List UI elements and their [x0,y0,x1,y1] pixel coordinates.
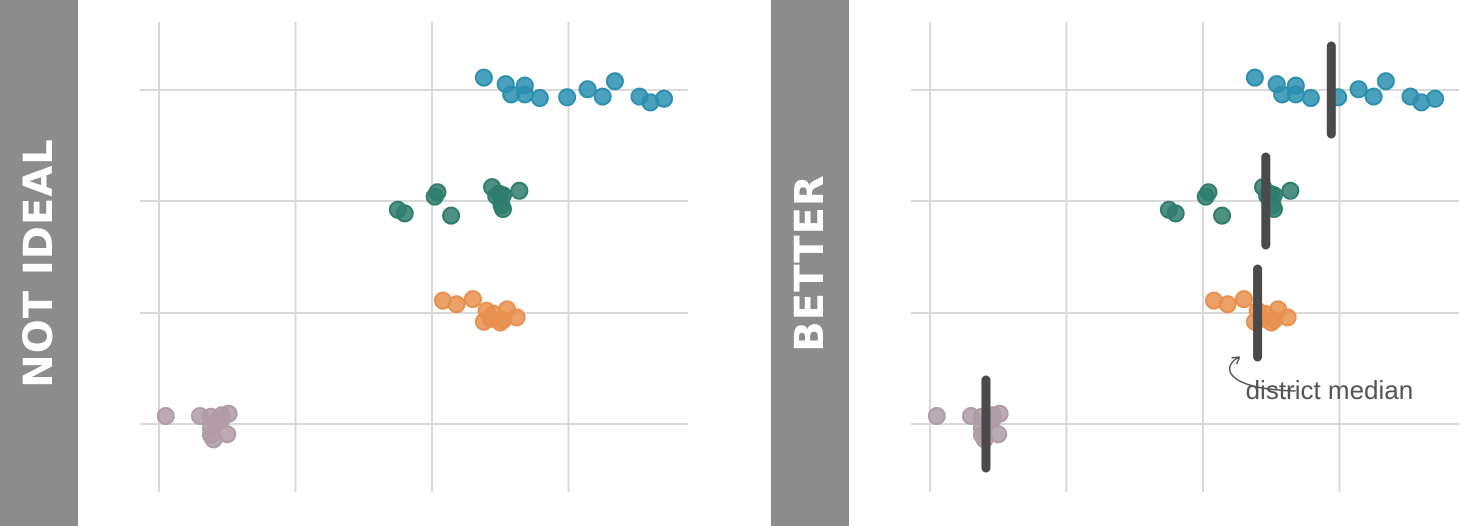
data-point [989,425,1008,444]
panel-label-better: BETTER [787,174,833,352]
data-point [515,76,534,95]
data-point [1166,204,1185,223]
data-point [395,204,414,223]
data-point [474,68,493,87]
data-point [1218,295,1237,314]
data-point [655,89,674,108]
data-point [605,72,624,91]
data-point [1364,87,1383,106]
data-point [1281,181,1300,200]
data-point [1199,183,1218,202]
data-point [1286,76,1305,95]
data-point [1234,290,1253,309]
data-point [1349,80,1368,99]
label-bar-not-ideal: NOT IDEAL [0,0,78,526]
data-point [593,87,612,106]
data-point [1426,89,1445,108]
data-point [428,183,447,202]
data-point [1245,68,1264,87]
panel-label-not-ideal: NOT IDEAL [16,138,62,388]
data-point [156,406,175,425]
data-point [558,88,577,107]
annotation-district-median: district median [1246,375,1414,405]
chart-better: district median [911,22,1459,492]
data-point [990,404,1009,423]
data-point [510,181,529,200]
data-point [927,406,946,425]
data-point [218,425,237,444]
data-point [578,80,597,99]
data-point [219,404,238,423]
data-point [1278,308,1297,327]
data-point [1376,72,1395,91]
data-point [1301,89,1320,108]
data-point [493,186,512,205]
data-point [507,308,526,327]
chart-not-ideal [140,22,688,492]
annotation-arrow [1229,356,1296,392]
data-point [530,89,549,108]
data-point [447,295,466,314]
label-bar-better: BETTER [771,0,849,526]
data-point [442,206,461,225]
annotation-arrowhead [1231,356,1241,365]
data-point [463,290,482,309]
data-point [1213,206,1232,225]
